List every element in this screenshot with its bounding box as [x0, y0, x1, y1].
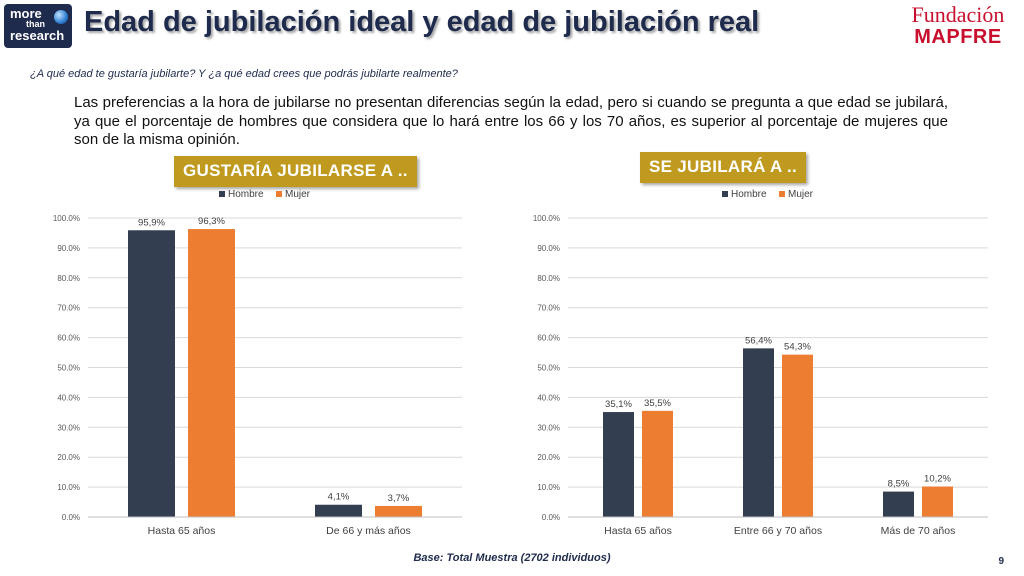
y-tick-label: 30.0% — [57, 423, 80, 432]
bar-hombre — [315, 504, 362, 517]
legend: Hombre Mujer — [722, 189, 814, 200]
legend-label-hombre: Hombre — [731, 189, 767, 200]
chart-gustaria-jubilarse: 0.0% 10.0% 20.0% 30.0% 40.0% 50.0% 60.0% 70.0% 8… — [53, 189, 462, 537]
y-tick-label: 80.0% — [57, 274, 80, 283]
more-than-research-logo: more than research — [4, 4, 72, 48]
y-tick-label: 20.0% — [57, 453, 80, 462]
y-tick-label: 100.0% — [53, 214, 80, 223]
y-tick-label: 90.0% — [537, 244, 560, 253]
y-tick-label: 20.0% — [537, 453, 560, 462]
y-tick-label: 40.0% — [537, 393, 560, 402]
y-tick-label: 10.0% — [57, 483, 80, 492]
y-tick-label: 60.0% — [57, 334, 80, 343]
bar-hombre — [883, 491, 914, 517]
x-category-label: Entre 66 y 70 años — [734, 525, 822, 537]
y-tick-label: 40.0% — [57, 393, 80, 402]
data-label: 3,7% — [388, 493, 410, 504]
y-tick-label: 0.0% — [542, 513, 560, 522]
y-tick-label: 70.0% — [537, 304, 560, 313]
data-label: 96,3% — [198, 216, 225, 227]
y-tick-label: 80.0% — [537, 274, 560, 283]
bar-mujer — [922, 486, 953, 517]
y-tick-label: 0.0% — [62, 513, 80, 522]
data-label: 35,5% — [644, 398, 671, 409]
bar-mujer — [375, 505, 422, 517]
bar-mujer — [782, 354, 813, 517]
logo-word-mapfre: MAPFRE — [914, 26, 1002, 48]
data-label: 35,1% — [605, 399, 632, 410]
y-tick-label: 10.0% — [537, 483, 560, 492]
summary-paragraph: Las preferencias a la hora de jubilarse … — [74, 94, 948, 148]
x-category-label: Hasta 65 años — [148, 525, 216, 537]
y-tick-label: 50.0% — [57, 364, 80, 373]
data-label: 56,4% — [745, 335, 772, 346]
y-tick-label: 30.0% — [537, 423, 560, 432]
legend-label-mujer: Mujer — [788, 189, 814, 200]
legend-swatch-hombre — [219, 191, 225, 197]
legend-swatch-mujer — [779, 191, 785, 197]
legend-label-mujer: Mujer — [285, 189, 311, 200]
data-label: 54,3% — [784, 342, 811, 353]
y-tick-label: 100.0% — [533, 214, 560, 223]
page-number: 9 — [998, 556, 1004, 567]
chart-se-jubilara: 0.0% 10.0% 20.0% 30.0% 40.0% 50.0% 60.0% 70.0% 8… — [533, 189, 988, 537]
data-label: 4,1% — [328, 492, 350, 503]
logo-word-more: more — [10, 6, 42, 21]
page-title: Edad de jubilación ideal y edad de jubil… — [84, 6, 760, 38]
base-footnote: Base: Total Muestra (2702 individuos) — [413, 552, 611, 564]
data-label: 8,5% — [888, 479, 910, 490]
y-tick-label: 90.0% — [57, 244, 80, 253]
bar-hombre — [128, 230, 175, 517]
logo-word-research: research — [10, 28, 65, 43]
y-tick-label: 60.0% — [537, 334, 560, 343]
globe-icon — [54, 10, 68, 24]
x-category-label: Más de 70 años — [881, 525, 956, 537]
y-tick-label: 50.0% — [537, 364, 560, 373]
bar-hombre — [603, 412, 634, 517]
y-tick-label: 70.0% — [57, 304, 80, 313]
bar-mujer — [642, 410, 673, 517]
x-category-label: Hasta 65 años — [604, 525, 672, 537]
fundacion-mapfre-logo: Fundación MAPFRE — [902, 2, 1014, 49]
legend: Hombre Mujer — [219, 189, 311, 200]
data-label: 95,9% — [138, 217, 165, 228]
legend-swatch-hombre — [722, 191, 728, 197]
badge-se-jubilara: SE JUBILARÁ A .. — [640, 152, 807, 183]
x-category-label: De 66 y más años — [326, 525, 411, 537]
legend-label-hombre: Hombre — [228, 189, 264, 200]
badge-gustaria: GUSTARÍA JUBILARSE A .. — [174, 156, 417, 187]
logo-word-fundacion: Fundación — [911, 2, 1005, 27]
data-label: 10,2% — [924, 474, 951, 485]
logo-word-than: than — [26, 19, 45, 29]
survey-question: ¿A qué edad te gustaría jubilarte? Y ¿a … — [30, 68, 458, 80]
bar-hombre — [743, 348, 774, 517]
legend-swatch-mujer — [276, 191, 282, 197]
bar-mujer — [188, 229, 235, 518]
